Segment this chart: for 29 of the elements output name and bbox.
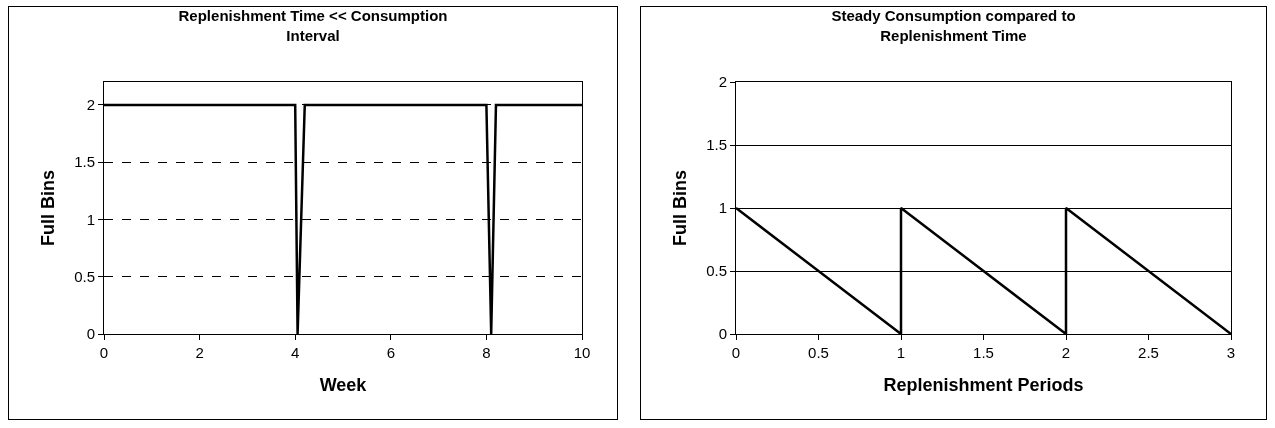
x-tick-label: 1.5 <box>973 344 994 361</box>
y-tick-label: 1.5 <box>74 153 95 171</box>
x-tick-label: 8 <box>482 344 491 361</box>
y-tick-label: 2 <box>86 96 95 114</box>
y-tick-label: 0.5 <box>74 267 95 285</box>
x-tick-label: 2.5 <box>1138 344 1159 361</box>
y-tick-label: 1.5 <box>706 136 727 154</box>
x-tick-label: 2 <box>195 344 204 361</box>
x-tick-label: 4 <box>291 344 300 361</box>
x-tick-label: 10 <box>573 344 591 361</box>
x-tick-label: 1 <box>896 344 906 361</box>
x-axis-title: Week <box>319 375 368 396</box>
y-axis-title: Full Bins <box>670 170 691 246</box>
y-tick-label: 0 <box>718 325 727 343</box>
x-tick-label: 6 <box>386 344 395 361</box>
x-tick-label: 0 <box>99 344 109 361</box>
y-tick-label: 0.5 <box>706 262 727 280</box>
y-tick-label: 0 <box>86 325 95 343</box>
x-tick-label: 3 <box>1226 344 1236 361</box>
y-tick-label: 1 <box>86 210 95 228</box>
x-tick-label: 0 <box>731 344 741 361</box>
chart-title: Steady Consumption compared to Replenishment Time <box>831 7 1076 44</box>
chart-title: Replenishment Time << Consumption Interval <box>178 7 448 44</box>
y-tick-label: 1 <box>718 199 727 217</box>
x-tick-label: 0.5 <box>808 344 829 361</box>
y-axis-title: Full Bins <box>38 170 59 246</box>
y-tick-label: 2 <box>718 73 727 91</box>
x-axis-title: Replenishment Periods <box>883 375 1084 396</box>
x-tick-label: 2 <box>1061 344 1071 361</box>
